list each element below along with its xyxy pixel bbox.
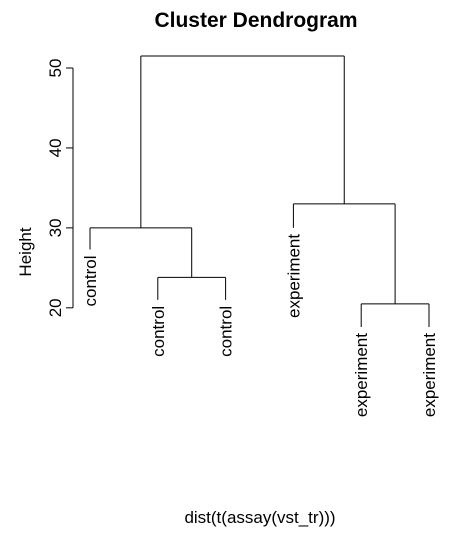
- y-tick-label: 30: [46, 218, 65, 237]
- leaf-label: control: [217, 306, 236, 357]
- leaf-label: experiment: [420, 333, 439, 417]
- y-tick-label: 20: [46, 298, 65, 317]
- leaf-label: experiment: [284, 234, 303, 318]
- y-tick-label: 40: [46, 138, 65, 157]
- chart-title: Cluster Dendrogram: [154, 9, 357, 32]
- leaf-label: control: [149, 306, 168, 357]
- leaf-label: experiment: [352, 333, 371, 417]
- x-axis-label: dist(t(assay(vst_tr))): [184, 508, 335, 527]
- leaf-label: control: [81, 255, 100, 306]
- y-axis-label: Height: [16, 227, 35, 276]
- y-tick-label: 50: [46, 59, 65, 78]
